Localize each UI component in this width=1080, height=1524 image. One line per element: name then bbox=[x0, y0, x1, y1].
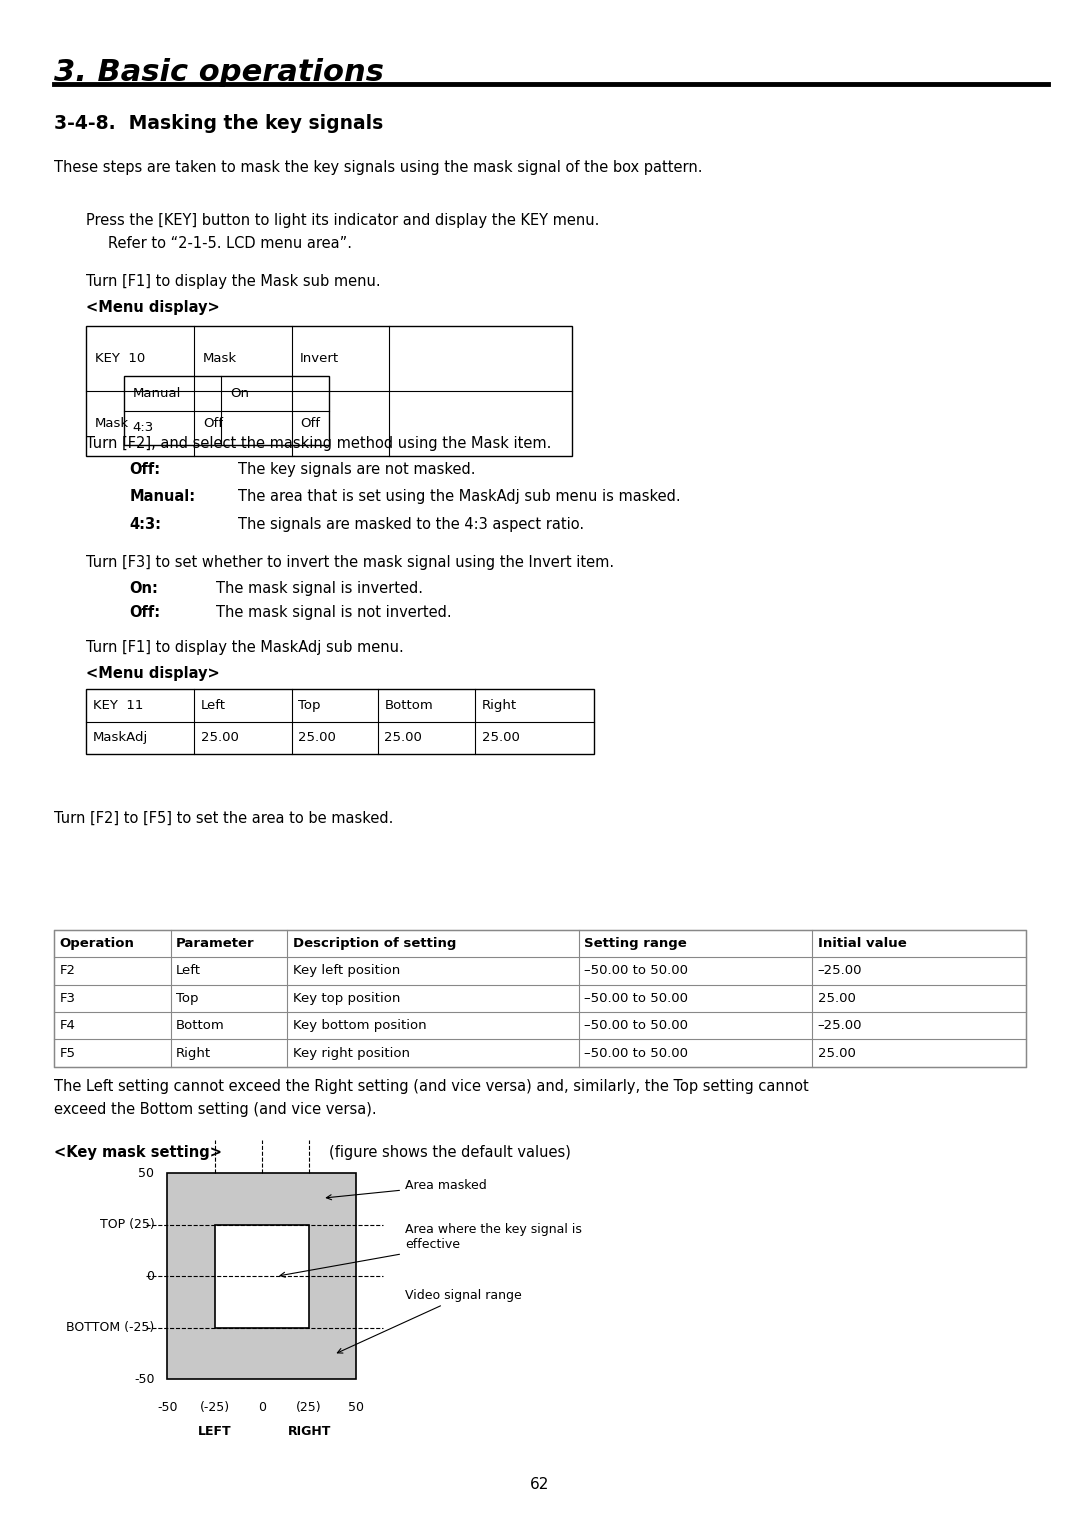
Text: 3-4-8.  Masking the key signals: 3-4-8. Masking the key signals bbox=[54, 114, 383, 133]
Text: MaskAdj: MaskAdj bbox=[93, 732, 148, 745]
Text: Refer to “2-1-5. LCD menu area”.: Refer to “2-1-5. LCD menu area”. bbox=[108, 236, 352, 251]
Text: –50.00 to 50.00: –50.00 to 50.00 bbox=[584, 1020, 688, 1032]
Text: –25.00: –25.00 bbox=[818, 965, 862, 977]
Text: BOTTOM (-25): BOTTOM (-25) bbox=[66, 1321, 154, 1335]
Text: Parameter: Parameter bbox=[176, 937, 255, 949]
Text: Key right position: Key right position bbox=[293, 1047, 409, 1059]
Text: 4:3: 4:3 bbox=[133, 421, 154, 434]
Text: –50.00 to 50.00: –50.00 to 50.00 bbox=[584, 1047, 688, 1059]
Text: Invert: Invert bbox=[300, 352, 339, 366]
Text: 25.00: 25.00 bbox=[818, 1047, 855, 1059]
Text: Off: Off bbox=[300, 416, 321, 430]
Text: (figure shows the default values): (figure shows the default values) bbox=[329, 1145, 571, 1160]
Text: 25.00: 25.00 bbox=[201, 732, 239, 745]
Text: Off: Off bbox=[203, 416, 224, 430]
Text: Mask: Mask bbox=[95, 416, 130, 430]
Text: 25.00: 25.00 bbox=[298, 732, 336, 745]
Text: Initial value: Initial value bbox=[818, 937, 906, 949]
Text: <Menu display>: <Menu display> bbox=[86, 300, 220, 315]
Text: Turn [F3] to set whether to invert the mask signal using the Invert item.: Turn [F3] to set whether to invert the m… bbox=[86, 555, 615, 570]
Text: Press the [KEY] button to light its indicator and display the KEY menu.: Press the [KEY] button to light its indi… bbox=[86, 213, 599, 229]
Text: Turn [F1] to display the Mask sub menu.: Turn [F1] to display the Mask sub menu. bbox=[86, 274, 381, 290]
Text: F5: F5 bbox=[59, 1047, 76, 1059]
Text: Area where the key signal is
effective: Area where the key signal is effective bbox=[280, 1224, 582, 1277]
Text: 50: 50 bbox=[138, 1167, 154, 1180]
Text: Manual:: Manual: bbox=[130, 489, 195, 504]
Text: –50.00 to 50.00: –50.00 to 50.00 bbox=[584, 992, 688, 1004]
Text: 25.00: 25.00 bbox=[818, 992, 855, 1004]
Text: Turn [F1] to display the MaskAdj sub menu.: Turn [F1] to display the MaskAdj sub men… bbox=[86, 640, 404, 655]
Text: The Left setting cannot exceed the Right setting (and vice versa) and, similarly: The Left setting cannot exceed the Right… bbox=[54, 1079, 809, 1094]
Text: F2: F2 bbox=[59, 965, 76, 977]
Text: Turn [F2] to [F5] to set the area to be masked.: Turn [F2] to [F5] to set the area to be … bbox=[54, 811, 393, 826]
Text: Setting range: Setting range bbox=[584, 937, 687, 949]
Text: LEFT: LEFT bbox=[198, 1425, 231, 1439]
Text: Area masked: Area masked bbox=[326, 1180, 487, 1199]
Text: –25.00: –25.00 bbox=[818, 1020, 862, 1032]
Text: The signals are masked to the 4:3 aspect ratio.: The signals are masked to the 4:3 aspect… bbox=[238, 517, 583, 532]
Text: Bottom: Bottom bbox=[384, 698, 433, 712]
Text: 0: 0 bbox=[258, 1401, 266, 1414]
Bar bbox=[167, 1173, 356, 1379]
Text: On:: On: bbox=[130, 581, 159, 596]
Text: 0: 0 bbox=[147, 1269, 154, 1283]
Bar bbox=[86, 689, 594, 754]
Text: Video signal range: Video signal range bbox=[337, 1289, 522, 1353]
Text: 3. Basic operations: 3. Basic operations bbox=[54, 58, 383, 87]
Text: (25): (25) bbox=[296, 1401, 322, 1414]
Text: Manual: Manual bbox=[133, 387, 181, 401]
Text: exceed the Bottom setting (and vice versa).: exceed the Bottom setting (and vice vers… bbox=[54, 1102, 377, 1117]
Text: 25.00: 25.00 bbox=[384, 732, 422, 745]
Bar bbox=[215, 1225, 309, 1327]
Text: Bottom: Bottom bbox=[176, 1020, 225, 1032]
Text: 4:3:: 4:3: bbox=[130, 517, 162, 532]
Text: -50: -50 bbox=[158, 1401, 177, 1414]
Text: Turn [F2], and select the masking method using the Mask item.: Turn [F2], and select the masking method… bbox=[86, 436, 552, 451]
Text: Key bottom position: Key bottom position bbox=[293, 1020, 427, 1032]
Text: Top: Top bbox=[176, 992, 199, 1004]
Text: Off:: Off: bbox=[130, 462, 161, 477]
Text: 62: 62 bbox=[530, 1477, 550, 1492]
Text: Description of setting: Description of setting bbox=[293, 937, 456, 949]
Text: 25.00: 25.00 bbox=[482, 732, 519, 745]
Text: Top: Top bbox=[298, 698, 321, 712]
Text: Mask: Mask bbox=[203, 352, 238, 366]
Text: Key top position: Key top position bbox=[293, 992, 400, 1004]
Text: –50.00 to 50.00: –50.00 to 50.00 bbox=[584, 965, 688, 977]
Text: These steps are taken to mask the key signals using the mask signal of the box p: These steps are taken to mask the key si… bbox=[54, 160, 702, 175]
Text: The key signals are not masked.: The key signals are not masked. bbox=[238, 462, 475, 477]
Text: Key left position: Key left position bbox=[293, 965, 400, 977]
Text: -50: -50 bbox=[134, 1373, 154, 1385]
Bar bbox=[54, 930, 1026, 1067]
Bar bbox=[124, 376, 329, 445]
Text: F3: F3 bbox=[59, 992, 76, 1004]
Text: Left: Left bbox=[201, 698, 226, 712]
Text: <Key mask setting>: <Key mask setting> bbox=[54, 1145, 222, 1160]
Text: Off:: Off: bbox=[130, 605, 161, 620]
Text: F4: F4 bbox=[59, 1020, 76, 1032]
Text: KEY  10: KEY 10 bbox=[95, 352, 146, 366]
Text: The mask signal is inverted.: The mask signal is inverted. bbox=[216, 581, 423, 596]
Text: KEY  11: KEY 11 bbox=[93, 698, 144, 712]
Text: On: On bbox=[230, 387, 249, 401]
Text: <Menu display>: <Menu display> bbox=[86, 666, 220, 681]
Text: 50: 50 bbox=[349, 1401, 364, 1414]
Text: Left: Left bbox=[176, 965, 201, 977]
Bar bbox=[86, 326, 572, 456]
Text: Operation: Operation bbox=[59, 937, 134, 949]
Text: TOP (25): TOP (25) bbox=[99, 1218, 154, 1231]
Text: RIGHT: RIGHT bbox=[287, 1425, 330, 1439]
Text: Right: Right bbox=[482, 698, 517, 712]
Text: The mask signal is not inverted.: The mask signal is not inverted. bbox=[216, 605, 451, 620]
Text: Right: Right bbox=[176, 1047, 212, 1059]
Text: The area that is set using the MaskAdj sub menu is masked.: The area that is set using the MaskAdj s… bbox=[238, 489, 680, 504]
Text: (-25): (-25) bbox=[200, 1401, 230, 1414]
